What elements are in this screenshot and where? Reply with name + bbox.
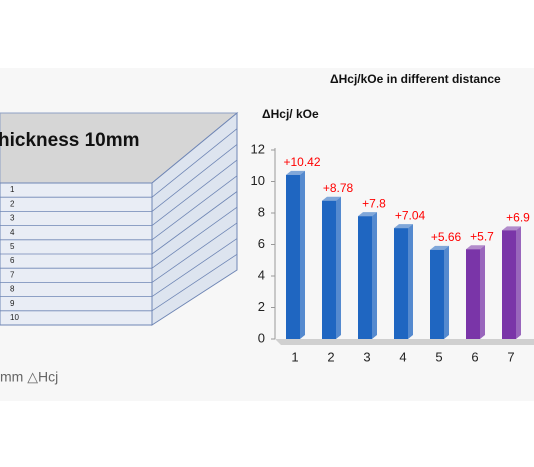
layer-line-side	[151, 206, 238, 269]
bar	[502, 230, 516, 339]
layer-label: 4	[10, 228, 15, 237]
y-tick-label: 8	[258, 204, 265, 219]
layer-line-side	[151, 128, 238, 198]
layer-label: 6	[10, 256, 15, 265]
x-tick-label: 5	[435, 349, 442, 364]
bar	[286, 174, 300, 339]
bar-side	[408, 224, 413, 339]
layer-label: 1	[10, 185, 15, 194]
bar-top	[430, 245, 449, 250]
y-tick-label: 4	[258, 267, 265, 282]
x-tick-label: 2	[327, 349, 334, 364]
chart-title: ΔHcj/kOe in different distance	[330, 72, 501, 86]
value-label: +10.42	[283, 155, 320, 169]
x-tick-label: 6	[471, 349, 478, 364]
value-label: +7.04	[395, 208, 426, 222]
layer-line-side	[151, 191, 238, 255]
layer-line-side	[151, 238, 238, 297]
layer-line-side	[151, 144, 238, 212]
bar-side	[516, 226, 521, 339]
layer-label: 5	[10, 242, 15, 251]
layer-label: 8	[10, 285, 15, 294]
layer-line-side	[151, 175, 238, 241]
layer-label: 10	[10, 313, 19, 322]
bar-top	[466, 245, 485, 250]
x-tick-label: 1	[291, 349, 298, 364]
y-tick-label: 6	[258, 236, 265, 251]
bar-side	[444, 245, 449, 339]
value-label: +6.9	[506, 210, 530, 224]
x-tick-label: 7	[507, 349, 514, 364]
bar-top	[322, 196, 341, 201]
bar-side	[336, 196, 341, 339]
y-axis-label: ΔHcj/ kOe	[262, 107, 319, 121]
bar	[430, 249, 444, 339]
layer-label: 3	[10, 214, 15, 223]
value-label: +5.7	[470, 229, 494, 243]
x-tick-label: 3	[363, 349, 370, 364]
value-label: +7.8	[362, 196, 386, 210]
floor	[275, 339, 534, 345]
diagram-title: hickness 10mm	[0, 130, 140, 151]
y-tick-label: 2	[258, 299, 265, 314]
bar-top	[502, 226, 521, 231]
layer-line-side	[151, 159, 238, 226]
bar-top	[394, 224, 413, 229]
x-tick-label: 4	[399, 349, 406, 364]
diagram-caption: mm △Hcj	[0, 369, 58, 385]
value-label: +5.66	[431, 230, 462, 244]
layer-label: 7	[10, 270, 15, 279]
value-label: +8.78	[323, 181, 354, 195]
y-tick-label: 10	[251, 173, 265, 188]
bar	[394, 228, 408, 339]
y-tick-label: 0	[258, 330, 265, 345]
layer-label: 2	[10, 199, 15, 208]
bar-side	[300, 170, 305, 339]
layer-label: 9	[10, 299, 15, 308]
bar	[322, 200, 336, 339]
bar	[358, 216, 372, 339]
y-tick-label: 12	[251, 141, 265, 156]
bar	[466, 249, 480, 339]
bar-top	[358, 212, 377, 217]
layer-line-side	[151, 253, 238, 312]
box-side	[151, 111, 238, 326]
layer-line-side	[151, 222, 238, 283]
bar-top	[286, 170, 305, 175]
bar-side	[372, 212, 377, 339]
bar-side	[480, 245, 485, 339]
